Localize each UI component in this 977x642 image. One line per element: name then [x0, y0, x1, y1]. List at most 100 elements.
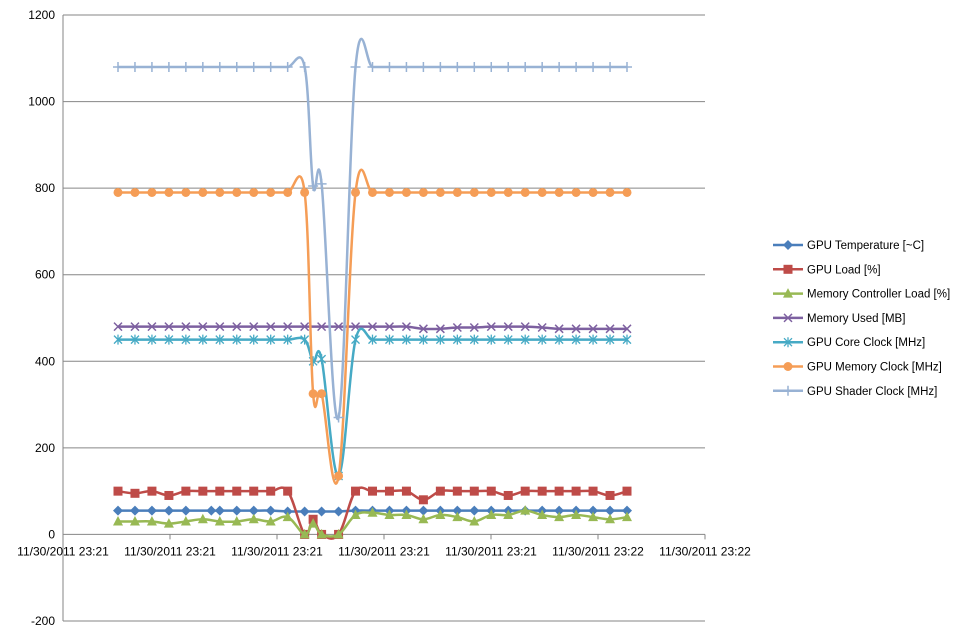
- data-point-marker: [503, 509, 514, 519]
- data-point-marker: [435, 509, 446, 519]
- data-point-marker: [605, 187, 615, 197]
- data-point-marker: [367, 61, 378, 72]
- data-point-marker: [299, 61, 310, 72]
- data-point-marker: [503, 61, 514, 72]
- data-point-marker: [520, 486, 530, 496]
- data-point-marker: [554, 61, 565, 72]
- data-point-marker: [469, 187, 479, 197]
- data-point-marker: [367, 322, 378, 332]
- data-point-marker: [520, 187, 530, 197]
- data-point-marker: [231, 515, 242, 526]
- data-point-marker: [554, 324, 564, 334]
- data-point-marker: [588, 61, 599, 72]
- data-point-marker: [588, 324, 598, 334]
- data-point-marker: [215, 334, 225, 345]
- data-point-marker: [367, 507, 378, 517]
- y-tick-label: 1000: [28, 95, 55, 109]
- data-point-marker: [486, 509, 497, 519]
- data-point-marker: [418, 505, 429, 516]
- data-point-marker: [317, 354, 327, 365]
- legend: GPU Temperature [~C] GPU Load [%] Memory C…: [773, 240, 950, 398]
- data-point-marker: [231, 505, 242, 516]
- data-point-marker: [783, 385, 793, 396]
- data-point-marker: [300, 334, 310, 345]
- data-point-marker: [214, 515, 225, 526]
- data-point-marker: [520, 322, 530, 332]
- data-point-marker: [452, 187, 462, 197]
- data-point-marker: [537, 187, 547, 197]
- data-point-marker: [452, 61, 463, 72]
- data-point-marker: [266, 322, 276, 332]
- data-point-marker: [622, 187, 632, 197]
- legend-label: Memory Controller Load [%]: [807, 289, 950, 301]
- data-point-marker: [181, 187, 191, 197]
- data-point-marker: [418, 324, 428, 334]
- data-point-marker: [385, 334, 394, 345]
- series-gpu-memory-clock-mhz: [113, 168, 632, 485]
- data-point-marker: [333, 528, 344, 539]
- legend-label: GPU Memory Clock [MHz]: [807, 362, 942, 374]
- data-point-marker: [164, 187, 174, 197]
- data-point-marker: [181, 322, 191, 332]
- data-point-marker: [146, 515, 157, 526]
- data-point-marker: [622, 511, 632, 522]
- data-point-marker: [418, 334, 428, 345]
- data-point-marker: [783, 362, 793, 371]
- data-point-marker: [588, 511, 599, 522]
- y-tick-label: -200: [31, 614, 55, 628]
- data-point-marker: [198, 187, 208, 197]
- data-point-marker: [554, 505, 565, 516]
- data-point-marker: [248, 61, 259, 72]
- data-point-marker: [571, 486, 581, 496]
- legend-label: GPU Load [%]: [807, 264, 881, 276]
- data-point-marker: [486, 486, 496, 496]
- data-point-marker: [180, 505, 191, 516]
- data-point-marker: [452, 486, 462, 496]
- data-point-marker: [283, 486, 293, 496]
- data-point-marker: [282, 506, 293, 517]
- data-point-marker: [232, 322, 242, 332]
- x-tick-label: 11/30/2011 23:21: [445, 544, 537, 558]
- data-point-marker: [113, 505, 123, 516]
- data-point-marker: [605, 505, 616, 516]
- data-point-marker: [164, 490, 174, 500]
- data-point-marker: [435, 334, 445, 345]
- data-point-marker: [435, 324, 445, 334]
- data-point-marker: [249, 334, 259, 345]
- data-point-marker: [622, 334, 632, 345]
- x-tick-label: 11/30/2011 23:21: [124, 544, 216, 558]
- data-point-marker: [146, 61, 157, 72]
- data-point-marker: [418, 187, 428, 197]
- data-point-marker: [163, 518, 174, 528]
- legend-label: GPU Core Clock [MHz]: [807, 337, 925, 349]
- data-point-marker: [469, 486, 479, 496]
- data-point-marker: [622, 61, 632, 72]
- data-point-marker: [130, 322, 140, 332]
- data-point-marker: [300, 187, 310, 197]
- data-point-marker: [214, 61, 225, 72]
- data-point-marker: [215, 322, 225, 332]
- data-point-marker: [537, 486, 547, 496]
- data-point-marker: [503, 322, 513, 332]
- data-point-marker: [214, 505, 225, 516]
- data-point-marker: [265, 515, 276, 526]
- data-point-marker: [181, 486, 191, 496]
- legend-label: GPU Temperature [~C]: [807, 240, 924, 252]
- x-tick-label: 11/30/2011 23:21: [338, 544, 430, 558]
- data-point-marker: [130, 334, 140, 345]
- data-point-marker: [452, 334, 462, 345]
- data-point-marker: [554, 187, 564, 197]
- data-point-marker: [605, 513, 616, 524]
- data-point-marker: [265, 505, 276, 516]
- data-point-marker: [605, 324, 615, 334]
- data-point-marker: [622, 486, 632, 496]
- data-point-marker: [418, 495, 428, 505]
- data-point-marker: [147, 187, 157, 197]
- series-memory-controller-load: [113, 505, 632, 539]
- data-point-marker: [368, 187, 377, 197]
- legend-label: Memory Used [MB]: [807, 313, 905, 325]
- data-point-marker: [520, 334, 530, 345]
- series-gpu-shader-clock-mhz: [113, 37, 632, 423]
- data-point-marker: [486, 61, 497, 72]
- data-point-marker: [605, 490, 615, 500]
